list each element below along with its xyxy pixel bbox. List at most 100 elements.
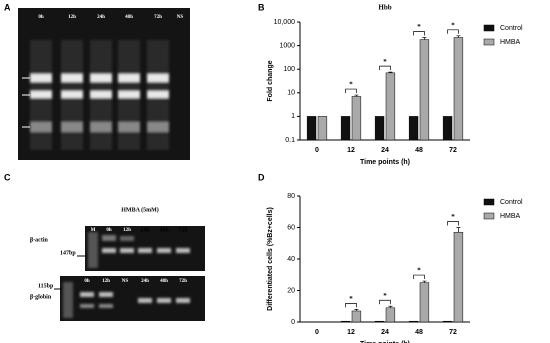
error-bar (422, 280, 427, 283)
lane-label: 72h (178, 227, 188, 233)
legend-swatch (483, 212, 495, 220)
lane-label: 0h (84, 279, 90, 284)
size-label: 115bp (38, 283, 54, 289)
legend-swatch (483, 198, 495, 206)
lane-label: 48h (125, 15, 133, 20)
bar (351, 310, 362, 323)
marker-label: 28S (9, 76, 17, 81)
lane-label: 12h (102, 279, 110, 284)
significance-star: * (451, 21, 455, 29)
bar (385, 72, 396, 141)
error-bar (456, 35, 461, 38)
y-axis-label: Differentiated cells (%Bz+cells) (267, 207, 274, 311)
lane-label: 0h (106, 228, 112, 233)
bar (408, 320, 419, 323)
bar (442, 320, 453, 323)
x-tick-label: 0 (315, 147, 319, 154)
significance-bracket (345, 88, 357, 94)
lane-label: 12h (123, 228, 131, 233)
lane-label: 12h (68, 15, 76, 20)
significance-star: * (383, 292, 387, 300)
lane-label: 24h (140, 227, 150, 233)
bar (453, 231, 464, 323)
bar (442, 116, 453, 141)
significance-bracket (345, 303, 357, 308)
panel-letter: B (258, 2, 265, 12)
significance-star: * (349, 81, 353, 89)
lane-label: 72h (154, 15, 162, 20)
bar (374, 116, 385, 141)
lane-label: 24h (141, 279, 149, 284)
gel-bands (63, 232, 190, 318)
x-axis-label: Time points (h) (360, 159, 410, 166)
panel-letter: D (258, 172, 265, 182)
significance-star: * (451, 213, 455, 221)
x-axis-label: Time points (h) (360, 341, 410, 343)
bar (374, 320, 385, 323)
y-tick-label: 80 (287, 193, 295, 200)
gel-bands (30, 40, 169, 150)
x-tick-label: 24 (381, 329, 389, 336)
bar (306, 116, 317, 141)
size-label: 147bp (60, 250, 76, 256)
significance-bracket (379, 65, 391, 71)
bar (317, 116, 328, 141)
row-label: β-actin (30, 237, 48, 243)
legend-swatch (483, 24, 495, 32)
lane-label: 48h (159, 227, 169, 233)
lane-label: 48h (160, 279, 168, 284)
significance-bracket (447, 29, 459, 34)
bar (385, 307, 396, 323)
bar (351, 96, 362, 141)
error-bar (388, 305, 393, 308)
x-tick-label: 48 (415, 329, 423, 336)
x-tick-label: 0 (315, 329, 319, 336)
lane-label: M (91, 228, 96, 233)
panel-letter: A (4, 2, 11, 12)
bar (453, 37, 464, 141)
lane-label: 0h (38, 15, 44, 20)
error-bar (422, 37, 427, 40)
bar (408, 116, 419, 141)
legend-label: Control (500, 199, 523, 206)
significance-star: * (349, 295, 353, 303)
lane-label: NS (177, 15, 184, 20)
marker-label: 5S (11, 125, 17, 130)
y-tick-label: 10,000 (274, 19, 296, 26)
y-tick-label: 1 (291, 113, 295, 120)
x-tick-label: 12 (347, 329, 355, 336)
x-tick-label: 12 (347, 147, 355, 154)
bar (340, 320, 351, 323)
row-label: β-globin (30, 294, 52, 300)
y-tick-label: 10 (287, 90, 295, 97)
lane-label: 72h (179, 279, 187, 284)
significance-star: * (417, 267, 421, 275)
error-bar (354, 94, 359, 97)
significance-bracket (447, 221, 459, 226)
lane-label: NS (122, 279, 129, 284)
x-tick-label: 72 (449, 147, 457, 154)
y-tick-label: 60 (287, 224, 295, 231)
y-tick-label: 40 (287, 256, 295, 263)
x-tick-label: 72 (449, 329, 457, 336)
panel-letter: C (4, 172, 11, 182)
error-bar (354, 309, 359, 311)
y-axis-label: Fold change (267, 60, 274, 101)
legend-label: HMBA (500, 213, 521, 220)
chart-title: Hbb (378, 4, 391, 12)
legend-label: Control (500, 25, 523, 32)
significance-bracket (413, 31, 425, 36)
gel-title: HMBA (5mM) (121, 206, 159, 213)
marker-label: 18S (9, 93, 17, 98)
x-tick-label: 48 (415, 147, 423, 154)
y-tick-label: 20 (287, 287, 295, 294)
significance-star: * (417, 23, 421, 31)
y-tick-label: 0 (291, 319, 295, 326)
error-bar (388, 71, 393, 73)
y-tick-label: 100 (283, 66, 295, 73)
x-tick-label: 24 (381, 147, 389, 154)
legend-label: HMBA (500, 39, 521, 46)
bar (419, 39, 430, 141)
